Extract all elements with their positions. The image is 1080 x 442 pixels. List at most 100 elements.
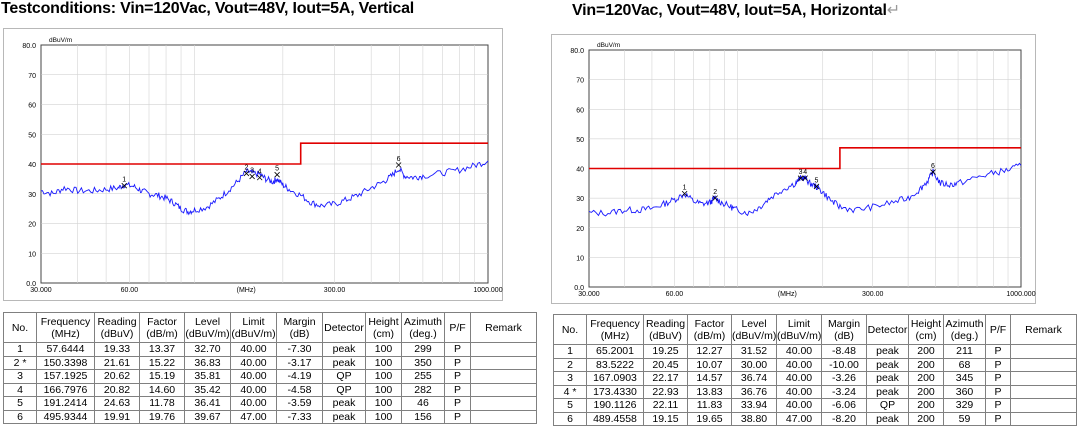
table-cell: 35.42 [184,382,231,397]
table-cell: 40.00 [776,344,822,359]
table-cell: 329 [943,398,986,413]
table-cell: P [444,342,471,357]
table-row: 5 191.2414 24.63 11.78 36.41 40.00 -3.59 peak 10… [3,396,537,411]
table-cell: 1 [553,344,587,359]
marker-2: 2 [712,189,718,201]
table-cell: 36.76 [731,384,777,399]
marker-cross [802,175,808,181]
y-tick-label: 30 [28,192,36,199]
table-cell: 157.1925 [36,369,95,384]
table-cell: 211 [943,344,986,359]
table-cell: 167.0903 [586,371,644,386]
marker-label: 1 [683,185,687,192]
y-tick-label: 80.0 [22,43,36,50]
marker-cross [395,162,402,168]
y-tick-label: 50 [28,132,36,139]
table-cell: 6 [3,409,37,424]
table-row: 4 166.7976 20.82 14.60 35.42 40.00 -4.58 QP 100 2… [3,382,537,397]
x-tick-label: (MHz) [237,287,256,294]
left-results-table: No. Frequency (MHz) Reading (dBuV) Factor (… [3,312,537,424]
table-cell: 100 [365,382,402,397]
marker-label: 4 [803,169,807,176]
table-cell: 35.81 [184,369,231,384]
table-cell [1010,384,1077,399]
marker-2: 2 [243,164,250,177]
column-header: Level (dBuV/m) [184,312,231,343]
table-cell: -4.58 [276,382,323,397]
table-cell: 36.74 [731,371,777,386]
table-cell: peak [866,411,909,426]
marker-5: 5 [274,166,280,178]
table-row: 5 190.1126 22.11 11.83 33.94 40.00 -6.06 QP 200 3… [553,398,1077,413]
table-row: 4 * 173.4330 22.93 13.83 36.76 40.00 -3.24 peak… [553,384,1077,399]
table-cell [1010,371,1077,386]
table-cell: 191.2414 [36,396,95,411]
y-tick-label: 80.0 [570,48,584,55]
table-cell: peak [322,355,366,370]
left-chart: 0.0 10 20 30 40 50 60 70 80.0 dBuV/m 30.000 60.00 (M… [22,37,502,294]
table-cell [470,369,537,384]
table-cell: 19.91 [94,409,140,424]
marker-cross [813,183,820,190]
column-header: Remark [470,312,537,343]
table-cell: peak [866,344,909,359]
column-header: Detector [866,314,909,345]
limit-line [589,147,1021,170]
column-header: Level (dBuV/m) [731,314,777,345]
marker-label: 2 [244,164,248,171]
y-tick-label: 10 [28,251,36,258]
table-cell: 40.00 [776,371,822,386]
table-cell: 21.61 [94,355,140,370]
column-header: Height (cm) [365,312,402,343]
table-header-row: No. Frequency (MHz) Reading (dBuV) Factor (… [553,314,1077,345]
table-cell: 40.00 [776,357,822,372]
table-cell: 3 [553,371,587,386]
table-cell: 1 [3,342,37,357]
column-header: Azimuth (deg.) [943,314,986,345]
table-cell: P [985,384,1011,399]
table-cell: 13.83 [687,384,732,399]
table-cell: P [444,382,471,397]
table-cell: 39.67 [184,409,231,424]
table-cell: 40.00 [230,396,277,411]
marker-cross [249,173,255,180]
table-cell: 173.4330 [586,384,644,399]
table-cell: 40.00 [230,342,277,357]
column-header: No. [553,314,587,345]
y-tick-label: 60 [576,107,584,114]
table-header-row: No. Frequency (MHz) Reading (dBuV) Factor (… [3,312,537,343]
y-tick-label: 0.0 [26,281,36,288]
table-cell: 166.7976 [36,382,95,397]
marker-3: 3 [249,167,255,180]
table-cell: 200 [908,344,944,359]
marker-1: 1 [681,185,688,197]
right-chart: 0.0 10 20 30 40 50 60 70 80.0 dBuV/m 30.000 60.00 (M… [570,42,1035,298]
y-tick-label: 10 [576,255,584,262]
y-tick-label: 0.0 [574,285,584,292]
marker-6: 6 [930,163,936,175]
table-cell: 13.37 [139,342,185,357]
table-cell: 190.1126 [586,398,644,413]
left-chart-panel: 0.0 10 20 30 40 50 60 70 80.0 dBuV/m 30.000 60.00 (M… [3,28,503,301]
column-header: P/F [985,314,1011,345]
table-cell [470,409,537,424]
marker-label: 6 [397,156,401,163]
table-cell: 20.82 [94,382,140,397]
x-tick-label: 30.000 [578,291,600,298]
table-cell: -4.19 [276,369,323,384]
table-cell: 3 [3,369,37,384]
column-header: Frequency (MHz) [586,314,644,345]
table-cell: 5 [553,398,587,413]
table-cell: peak [866,357,909,372]
table-cell: 100 [365,342,402,357]
table-cell [1010,344,1077,359]
column-header: Frequency (MHz) [36,312,95,343]
x-tick-label: 60.00 [666,291,684,298]
table-cell: -3.59 [276,396,323,411]
table-cell: 200 [908,357,944,372]
table-cell: 11.78 [139,396,185,411]
table-cell: 40.00 [230,355,277,370]
table-cell: QP [322,369,366,384]
table-cell: 32.70 [184,342,231,357]
table-cell: 33.94 [731,398,777,413]
